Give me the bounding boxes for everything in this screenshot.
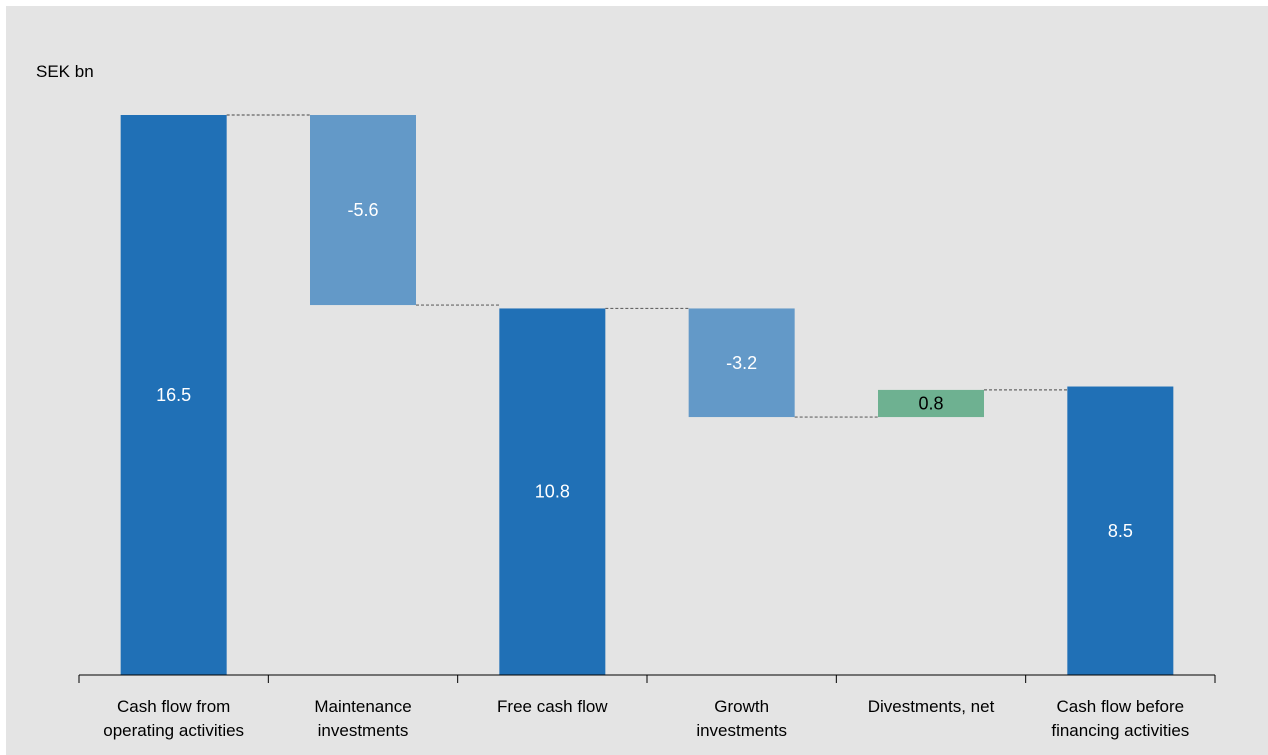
category-label: Free cash flow	[497, 697, 608, 716]
unit-label: SEK bn	[36, 62, 94, 81]
bar	[499, 308, 606, 675]
x-axis	[78, 674, 1216, 683]
category-label: Maintenance investments	[314, 697, 411, 740]
category-label: Divestments, net	[868, 697, 995, 716]
bar	[688, 308, 795, 418]
bar	[878, 389, 984, 418]
labels: 16.5 -5.6 10.8 -3.2 0.8 8.5 Cash flow from oper…	[103, 200, 1189, 740]
category-label: Cash flow from operating activities	[103, 697, 244, 740]
data-label: 8.5	[1108, 521, 1133, 541]
data-label: 10.8	[535, 482, 570, 502]
data-label: 16.5	[156, 385, 191, 405]
bar	[310, 115, 416, 306]
category-label: Growth investments	[696, 697, 787, 740]
data-label: -3.2	[726, 353, 757, 373]
bars	[120, 115, 1174, 675]
category-label: Cash flow before financing activities	[1051, 697, 1189, 740]
data-label: -5.6	[347, 200, 378, 220]
connector-lines	[226, 114, 1068, 418]
bar	[120, 115, 227, 675]
data-label: 0.8	[918, 393, 943, 413]
bar	[1067, 386, 1174, 675]
